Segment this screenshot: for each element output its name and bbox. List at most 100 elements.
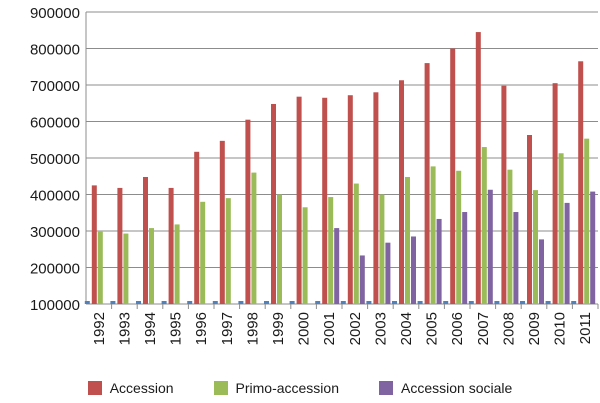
x-tick-label: 2003: [372, 312, 389, 345]
baseline-stub-bar: [392, 301, 397, 304]
legend-item-accession: Accession: [87, 380, 174, 396]
bar: [513, 212, 519, 304]
baseline-stub-bar: [212, 301, 218, 304]
y-tick-label: 900000: [30, 5, 80, 22]
bar: [225, 198, 231, 304]
bar: [168, 187, 174, 304]
y-tick-label: 300000: [30, 224, 80, 241]
x-tick-label: 2007: [475, 312, 492, 345]
bar: [143, 176, 148, 304]
bar: [271, 103, 276, 304]
baseline-stub-bar: [520, 301, 525, 304]
x-tick-label: 2000: [296, 312, 313, 345]
bar: [91, 185, 97, 304]
y-tick-label: 200000: [30, 261, 80, 278]
bar: [359, 255, 365, 304]
bar: [527, 135, 532, 304]
bar: [424, 63, 430, 304]
bar: [590, 191, 596, 304]
y-tick-label: 500000: [30, 151, 80, 168]
bar: [487, 189, 493, 304]
bar: [564, 202, 570, 304]
bar: [552, 83, 558, 304]
baseline-stub-bar: [187, 301, 193, 304]
x-tick-label: 2009: [526, 312, 543, 345]
bar: [194, 151, 200, 304]
x-tick-label: 1994: [142, 312, 159, 345]
x-tick-label: 2011: [577, 312, 594, 344]
bar: [277, 194, 282, 304]
bar: [411, 236, 416, 304]
y-tick-label: 400000: [30, 188, 80, 205]
x-tick-label: 1993: [116, 312, 133, 345]
bar: [97, 231, 103, 304]
legend-label-accession-sociale: Accession sociale: [401, 380, 513, 396]
baseline-stub-bar: [84, 301, 90, 304]
bar: [462, 212, 468, 304]
baseline-stub-bar: [340, 301, 346, 304]
bar: [334, 228, 340, 304]
bar: [533, 190, 538, 304]
y-tick-label: 700000: [30, 78, 80, 95]
y-tick-label: 100000: [30, 297, 80, 314]
x-tick-label: 1998: [244, 312, 261, 345]
y-tick-label: 800000: [30, 42, 80, 59]
bar: [347, 95, 353, 304]
bar: [450, 48, 456, 304]
baseline-stub-bar: [161, 301, 167, 304]
bar: [149, 228, 154, 304]
baseline-stub-bar: [443, 301, 449, 304]
bar: [436, 218, 442, 304]
baseline-stub-bar: [468, 301, 474, 304]
x-tick-label: 1996: [193, 312, 210, 345]
bar: [123, 233, 129, 304]
x-tick-label: 1997: [219, 312, 236, 345]
bar: [219, 140, 225, 304]
bar: [379, 194, 385, 304]
baseline-stub-bar: [417, 301, 423, 304]
bar: [405, 176, 410, 304]
legend-label-accession: Accession: [109, 380, 174, 396]
baseline-stub-bar: [366, 301, 372, 304]
baseline-stub-bar: [238, 301, 244, 304]
legend-swatch-accession-sociale: [379, 381, 393, 395]
baseline-stub-bar: [136, 301, 141, 304]
bar: [174, 224, 180, 304]
bar: [322, 97, 328, 305]
bar: [328, 197, 334, 304]
bar: [501, 85, 507, 304]
x-tick-label: 2010: [552, 312, 569, 345]
bar: [584, 138, 590, 304]
x-tick-label: 2005: [424, 312, 441, 345]
bar: [200, 201, 206, 304]
legend-label-primo-accession: Primo-accession: [235, 380, 339, 396]
y-tick-label: 600000: [30, 115, 80, 132]
bar: [475, 32, 481, 304]
bar: [507, 169, 513, 304]
legend-item-primo-accession: Primo-accession: [213, 380, 339, 396]
x-tick-label: 1995: [168, 312, 185, 345]
legend-item-accession-sociale: Accession sociale: [379, 380, 512, 396]
x-tick-label: 2004: [398, 312, 415, 345]
bar: [302, 207, 308, 304]
baseline-stub-bar: [110, 301, 116, 304]
baseline-stub-bar: [264, 301, 269, 304]
bar: [117, 187, 123, 304]
x-tick-label: 2008: [500, 312, 517, 345]
x-tick-label: 2006: [449, 312, 466, 345]
bar: [399, 80, 404, 304]
x-tick-label: 2001: [321, 312, 338, 345]
bar: [578, 61, 584, 305]
bar: [245, 119, 251, 304]
bar: [251, 172, 257, 304]
bar: [373, 92, 379, 304]
legend: Accession Primo-accession Accession soci…: [0, 375, 600, 401]
x-tick-label: 2002: [347, 312, 364, 345]
baseline-stub-bar: [315, 301, 321, 304]
baseline-stub-bar: [494, 301, 500, 304]
baseline-stub-bar: [545, 301, 551, 304]
legend-swatch-accession: [87, 381, 102, 395]
bar: [385, 242, 391, 304]
legend-swatch-primo-accession: [213, 381, 228, 395]
bar: [539, 239, 544, 304]
